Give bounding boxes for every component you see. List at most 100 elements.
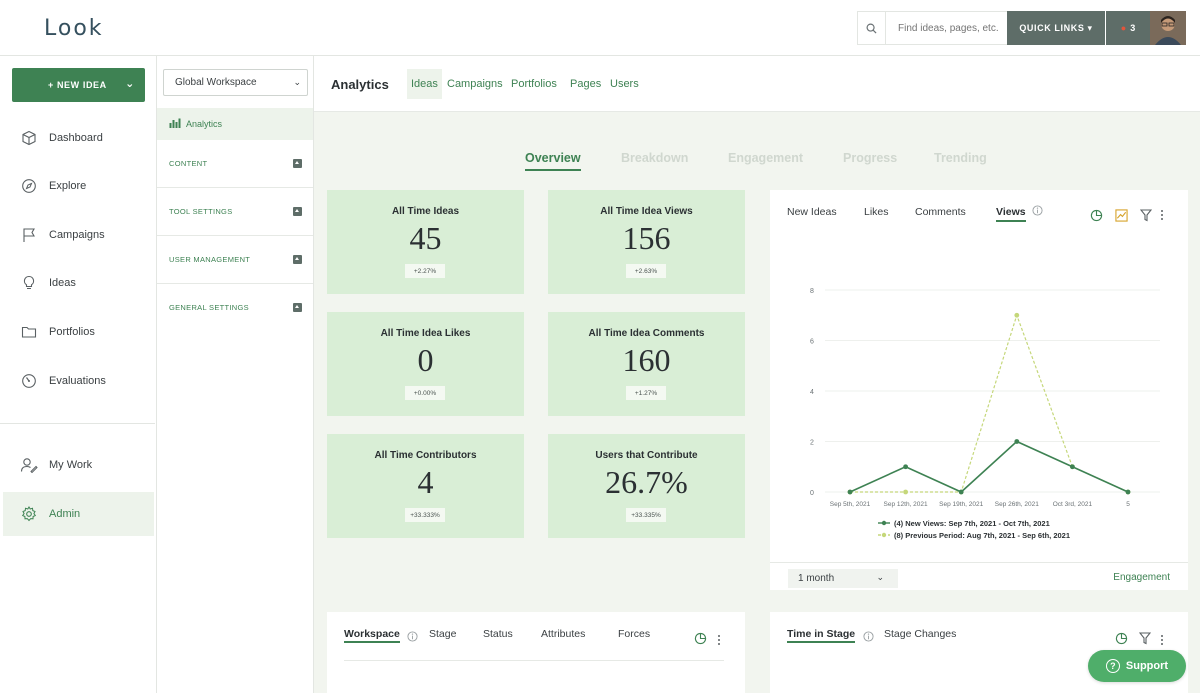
change-badge: +2.63% bbox=[626, 264, 666, 278]
tab-status[interactable]: Status bbox=[483, 628, 513, 640]
data-point bbox=[903, 464, 908, 470]
tab-stage[interactable]: Stage bbox=[429, 628, 457, 640]
section-tool-settings[interactable]: TOOL SETTINGS bbox=[157, 188, 313, 236]
change-badge: +1.27% bbox=[626, 386, 666, 400]
subtab-engagement[interactable]: Engagement bbox=[728, 151, 804, 165]
stat-card-views: All Time Idea Views 156 +2.63% bbox=[548, 190, 745, 294]
pie-chart-icon[interactable] bbox=[1115, 632, 1128, 650]
tab-time-in-stage[interactable]: Time in Stage bbox=[787, 628, 856, 643]
change-badge: +33.335% bbox=[626, 508, 666, 522]
data-point bbox=[1014, 312, 1020, 318]
bar-chart-icon bbox=[169, 118, 181, 130]
left-nav: + NEW IDEA ⌄ Dashboard Explore Campaigns… bbox=[0, 56, 157, 693]
legend-marker bbox=[881, 520, 887, 526]
subtab-trending[interactable]: Trending bbox=[934, 151, 987, 165]
tab-forces[interactable]: Forces bbox=[618, 628, 651, 640]
tab-users[interactable]: Users bbox=[610, 78, 639, 90]
nav-my-work[interactable]: My Work bbox=[0, 443, 155, 487]
search-box[interactable] bbox=[857, 11, 1007, 45]
tab-portfolios[interactable]: Portfolios bbox=[511, 78, 557, 90]
change-badge: +33.333% bbox=[405, 508, 445, 522]
search-icon[interactable] bbox=[858, 11, 886, 45]
chart-tab-new-ideas[interactable]: New Ideas bbox=[787, 206, 837, 218]
flag-icon bbox=[20, 226, 38, 244]
views-line-chart: 0 2 4 6 8 Sep 5th, 2021 Sep 12th, 2021 Sep 19th… bbox=[810, 288, 1160, 540]
change-badge: +2.27% bbox=[405, 264, 445, 278]
divider bbox=[344, 660, 724, 661]
x-tick-label: Sep 12th, 2021 bbox=[884, 501, 928, 508]
notification-count: 3 bbox=[1130, 23, 1136, 33]
avatar[interactable] bbox=[1150, 11, 1186, 45]
nav-evaluations[interactable]: Evaluations bbox=[0, 359, 155, 403]
bell-icon: ● bbox=[1120, 23, 1127, 33]
pie-chart-icon[interactable] bbox=[1090, 209, 1103, 225]
collapse-icon[interactable] bbox=[293, 255, 302, 264]
series-line bbox=[849, 440, 1129, 493]
workspace-select[interactable]: Global Workspace ⌄ bbox=[163, 69, 308, 96]
y-tick-label: 4 bbox=[810, 389, 814, 396]
stat-card-contributors: All Time Contributors 4 +33.333% bbox=[327, 434, 524, 538]
more-icon[interactable] bbox=[1160, 633, 1164, 651]
subtab-breakdown[interactable]: Breakdown bbox=[621, 151, 689, 165]
x-tick-label: 5 bbox=[1126, 501, 1130, 508]
more-icon[interactable] bbox=[717, 633, 721, 651]
data-point bbox=[1125, 489, 1131, 495]
chevron-down-icon: ⌄ bbox=[876, 572, 884, 582]
x-tick-label: Oct 3rd, 2021 bbox=[1053, 501, 1093, 508]
info-icon[interactable] bbox=[1032, 205, 1043, 219]
admin-sidebar: Global Workspace ⌄ Analytics CONTENT TOO… bbox=[157, 56, 314, 693]
stat-card-likes: All Time Idea Likes 0 +0.00% bbox=[327, 312, 524, 416]
sidebar-item-analytics[interactable]: Analytics bbox=[157, 108, 313, 140]
collapse-icon[interactable] bbox=[293, 303, 302, 312]
change-badge: +0.00% bbox=[405, 386, 445, 400]
section-user-management[interactable]: USER MANAGEMENT bbox=[157, 236, 313, 284]
data-point bbox=[1014, 439, 1020, 444]
filter-icon[interactable] bbox=[1138, 632, 1152, 650]
series-line bbox=[850, 313, 1129, 493]
nav-portfolios[interactable]: Portfolios bbox=[0, 310, 155, 354]
line-chart-icon[interactable] bbox=[1115, 209, 1128, 225]
info-icon[interactable] bbox=[407, 629, 418, 647]
notifications-button[interactable]: ● 3 bbox=[1106, 11, 1150, 45]
period-select[interactable]: 1 month ⌄ bbox=[788, 569, 898, 588]
y-tick-label: 6 bbox=[810, 339, 814, 346]
nav-admin[interactable]: Admin bbox=[3, 492, 154, 536]
section-general-settings[interactable]: GENERAL SETTINGS bbox=[157, 284, 313, 332]
tab-campaigns[interactable]: Campaigns bbox=[447, 78, 503, 90]
user-edit-icon bbox=[20, 456, 38, 474]
section-content[interactable]: CONTENT bbox=[157, 140, 313, 188]
pie-chart-icon[interactable] bbox=[694, 632, 707, 650]
engagement-link[interactable]: Engagement bbox=[1113, 572, 1170, 583]
tab-attributes[interactable]: Attributes bbox=[541, 628, 586, 640]
chart-tab-views[interactable]: Views bbox=[996, 206, 1026, 222]
legend-label: (4) New Views: Sep 7th, 2021 - Oct 7th, … bbox=[894, 519, 1050, 528]
data-point bbox=[847, 489, 853, 495]
new-idea-button[interactable]: + NEW IDEA ⌄ bbox=[12, 68, 145, 102]
chart-tab-comments[interactable]: Comments bbox=[915, 206, 966, 218]
chart-tab-likes[interactable]: Likes bbox=[864, 206, 889, 218]
tab-pages[interactable]: Pages bbox=[570, 78, 602, 90]
chevron-down-icon[interactable]: ⌄ bbox=[125, 78, 135, 90]
collapse-icon[interactable] bbox=[293, 159, 302, 168]
info-icon[interactable] bbox=[863, 629, 874, 647]
data-point bbox=[958, 489, 964, 495]
filter-icon[interactable] bbox=[1139, 209, 1153, 225]
quick-links-button[interactable]: QUICK LINKS ▾ bbox=[1007, 11, 1105, 45]
subtab-overview[interactable]: Overview bbox=[525, 151, 581, 171]
subtab-progress[interactable]: Progress bbox=[843, 151, 898, 165]
help-icon: ? bbox=[1105, 659, 1120, 673]
collapse-icon[interactable] bbox=[293, 207, 302, 216]
tab-workspace[interactable]: Workspace bbox=[344, 628, 400, 643]
x-tick-label: Sep 5th, 2021 bbox=[830, 501, 871, 508]
tab-ideas[interactable]: Ideas bbox=[407, 69, 442, 99]
tab-stage-changes[interactable]: Stage Changes bbox=[884, 628, 957, 640]
nav-explore[interactable]: Explore bbox=[0, 164, 155, 208]
nav-ideas[interactable]: Ideas bbox=[0, 261, 155, 305]
logo[interactable]: Look bbox=[44, 16, 104, 41]
search-input[interactable] bbox=[886, 22, 1006, 34]
more-icon[interactable] bbox=[1160, 209, 1164, 224]
nav-campaigns[interactable]: Campaigns bbox=[0, 213, 155, 257]
analytics-header: Analytics Ideas Campaigns Portfolios Pag… bbox=[314, 56, 1200, 112]
nav-dashboard[interactable]: Dashboard bbox=[0, 116, 155, 160]
support-button[interactable]: ? Support bbox=[1088, 650, 1186, 682]
